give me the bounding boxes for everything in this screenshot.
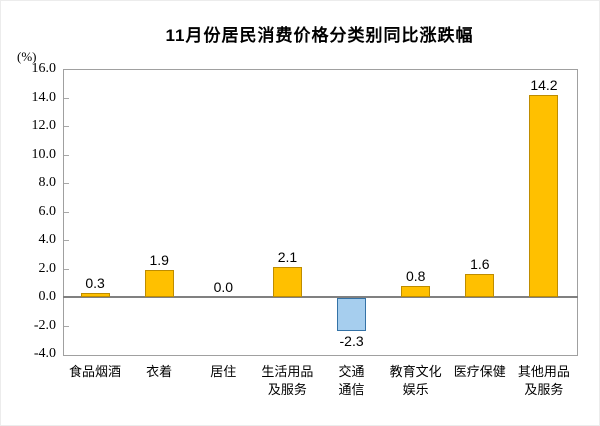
chart-title: 11月份居民消费价格分类别同比涨跌幅 bbox=[165, 26, 474, 45]
y-tick-label: 6.0 bbox=[38, 203, 57, 219]
category-label-line: 通信 bbox=[338, 382, 365, 397]
bar-value-label: 14.2 bbox=[530, 76, 558, 93]
y-tick-mark bbox=[64, 240, 69, 241]
category-label-line: 生活用品 bbox=[261, 364, 314, 379]
bar-value-label: 0.8 bbox=[405, 267, 426, 284]
bar bbox=[401, 285, 431, 297]
y-tick-label: 14.0 bbox=[31, 89, 57, 105]
category-label: 居住 bbox=[191, 363, 255, 381]
bar bbox=[337, 298, 367, 331]
y-tick-mark bbox=[64, 211, 69, 213]
bar-value-label: 0.0 bbox=[213, 279, 234, 295]
category-label-line: 食品烟酒 bbox=[69, 364, 122, 379]
category-label: 食品烟酒 bbox=[63, 363, 127, 381]
bar bbox=[529, 94, 559, 297]
y-tick-label: 2.0 bbox=[38, 260, 57, 276]
y-tick-mark bbox=[64, 126, 69, 127]
category-label: 衣着 bbox=[127, 363, 191, 381]
y-tick-label: -2.0 bbox=[33, 317, 56, 333]
y-tick-label: 0.0 bbox=[38, 289, 57, 304]
category-label-line: 娱乐 bbox=[402, 382, 429, 397]
zero-axis-line bbox=[63, 296, 578, 298]
category-label: 教育文化 娱乐 bbox=[384, 363, 448, 399]
plot-area bbox=[63, 69, 578, 356]
y-tick-label: 16.0 bbox=[31, 61, 57, 76]
category-label-line: 其他用品 bbox=[517, 364, 570, 379]
y-tick-label: 10.0 bbox=[31, 146, 57, 162]
bar-value-label: 1.9 bbox=[149, 251, 169, 268]
category-label-line: 教育文化 bbox=[389, 364, 442, 379]
y-axis-unit-label: (%) bbox=[17, 49, 37, 64]
category-label-line: 交通 bbox=[338, 364, 365, 379]
bar-value-label: -2.3 bbox=[339, 332, 364, 349]
y-tick-label: -4.0 bbox=[33, 346, 56, 361]
bar-value-label: 0.3 bbox=[85, 274, 105, 291]
bar bbox=[80, 292, 110, 297]
y-tick-label: 4.0 bbox=[38, 232, 57, 247]
bar bbox=[465, 274, 495, 298]
y-tick-mark bbox=[64, 97, 69, 99]
category-label-line: 及服务 bbox=[524, 382, 564, 397]
category-label: 医疗保健 bbox=[448, 363, 512, 381]
bar-value-label: 2.1 bbox=[277, 249, 298, 266]
category-label: 交通 通信 bbox=[320, 363, 384, 399]
y-tick-mark bbox=[64, 325, 69, 327]
y-tick-label: 12.0 bbox=[31, 118, 57, 133]
category-label: 其他用品 及服务 bbox=[512, 363, 576, 399]
y-tick-label: 8.0 bbox=[38, 175, 57, 190]
bar bbox=[272, 267, 302, 298]
category-label-line: 居住 bbox=[210, 364, 237, 379]
y-tick-mark bbox=[64, 183, 69, 184]
y-tick-mark bbox=[64, 154, 69, 156]
category-label: 生活用品 及服务 bbox=[255, 363, 319, 399]
bar-value-label: 1.6 bbox=[470, 256, 490, 273]
bar bbox=[144, 269, 174, 297]
category-label-line: 衣着 bbox=[146, 364, 173, 379]
y-tick-mark bbox=[64, 268, 69, 270]
category-label-line: 及服务 bbox=[267, 382, 307, 397]
category-label-line: 医疗保健 bbox=[453, 364, 506, 379]
